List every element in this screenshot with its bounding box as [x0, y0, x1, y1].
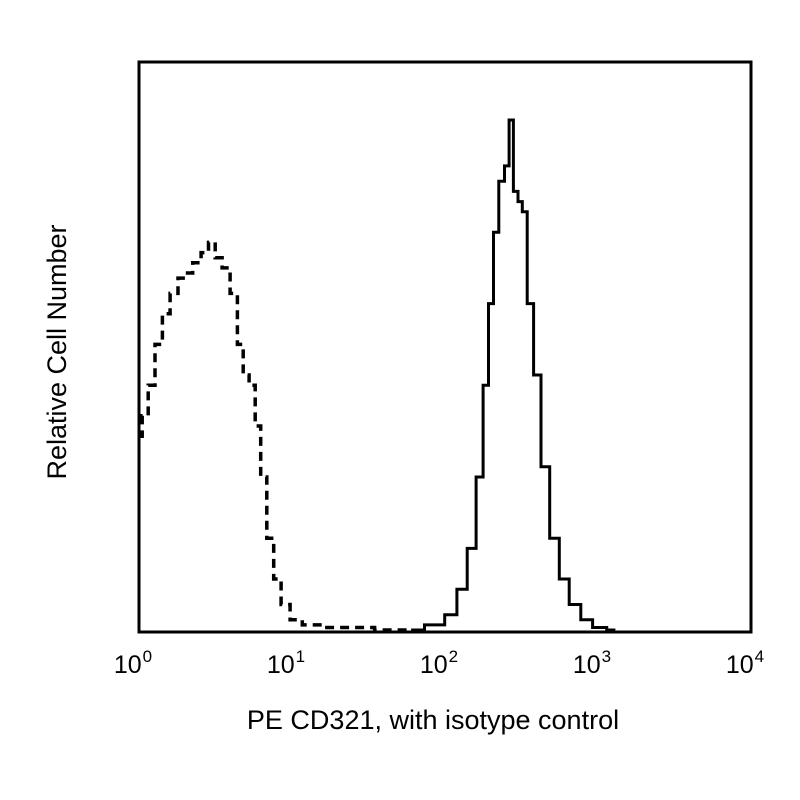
- isotype-control-curve: [139, 240, 412, 632]
- plot-frame: [137, 60, 753, 634]
- x-tick-label: 102: [420, 647, 458, 679]
- x-tick-label: 104: [726, 647, 764, 679]
- series-layer: [139, 118, 616, 632]
- x-tick-labels: 100 101 102 103 104: [114, 647, 764, 679]
- y-axis-title: Relative Cell Number: [42, 224, 72, 479]
- x-tick-label: 100: [114, 647, 152, 679]
- x-tick-label: 103: [573, 647, 611, 679]
- x-tick-label: 101: [267, 647, 305, 679]
- pe-cd321-curve: [411, 118, 616, 632]
- x-axis-title: PE CD321, with isotype control: [247, 705, 619, 735]
